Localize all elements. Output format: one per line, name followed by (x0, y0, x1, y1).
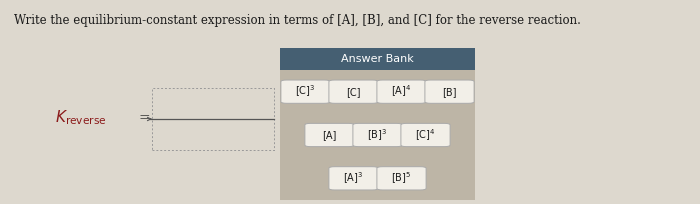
Text: [B]$^{3}$: [B]$^{3}$ (368, 127, 388, 143)
FancyBboxPatch shape (329, 80, 378, 103)
Text: [A]: [A] (322, 130, 337, 140)
Text: [A]$^{3}$: [A]$^{3}$ (344, 171, 363, 186)
Text: [C]: [C] (346, 87, 360, 97)
Text: [A]$^{4}$: [A]$^{4}$ (391, 84, 412, 100)
Text: =: = (138, 111, 150, 125)
Text: [B]$^{5}$: [B]$^{5}$ (391, 171, 412, 186)
Text: Answer Bank: Answer Bank (341, 54, 414, 64)
FancyBboxPatch shape (425, 80, 474, 103)
Text: [C]$^{3}$: [C]$^{3}$ (295, 84, 316, 100)
FancyBboxPatch shape (281, 80, 330, 103)
FancyBboxPatch shape (401, 123, 450, 147)
FancyBboxPatch shape (377, 167, 426, 190)
FancyBboxPatch shape (305, 123, 354, 147)
Text: Write the equilibrium-constant expression in terms of [A], [B], and [C] for the : Write the equilibrium-constant expressio… (14, 14, 581, 27)
FancyBboxPatch shape (353, 123, 402, 147)
FancyBboxPatch shape (329, 167, 378, 190)
Text: [B]: [B] (442, 87, 456, 97)
Text: $K_{\mathrm{reverse}}$: $K_{\mathrm{reverse}}$ (55, 109, 107, 127)
FancyBboxPatch shape (377, 80, 426, 103)
Bar (280, 70, 475, 200)
Text: [C]$^{4}$: [C]$^{4}$ (415, 127, 435, 143)
Bar (280, 48, 475, 70)
